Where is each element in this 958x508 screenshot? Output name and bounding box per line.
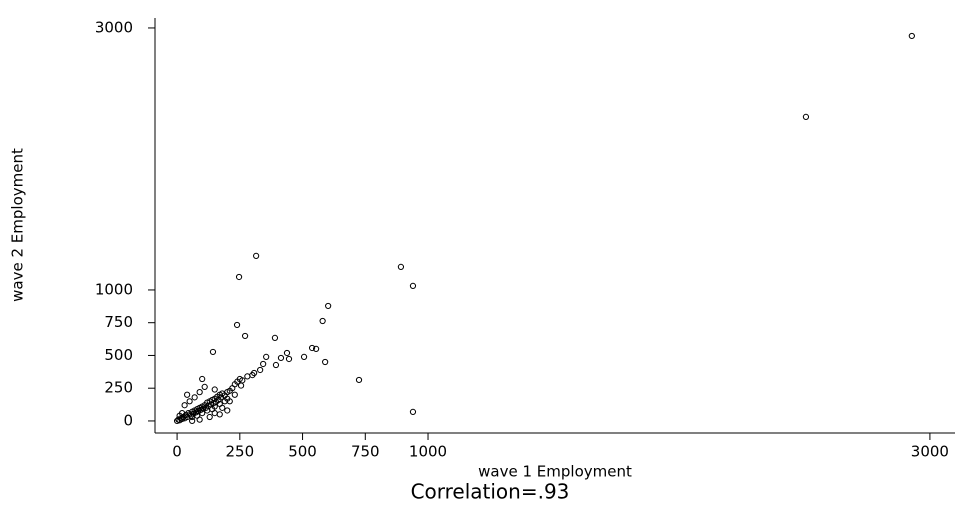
point — [409, 282, 417, 289]
point — [184, 391, 191, 398]
point — [277, 354, 285, 362]
point — [211, 409, 218, 417]
point — [201, 383, 208, 390]
point — [241, 332, 249, 340]
point — [196, 416, 203, 423]
point — [237, 382, 245, 389]
y-axis-label: wave 2 Employment — [9, 148, 27, 302]
x-tick-label: 500 — [288, 443, 317, 461]
point — [253, 252, 260, 259]
y-tick-label: 250 — [104, 379, 133, 397]
point — [355, 376, 363, 384]
point — [271, 334, 279, 341]
point — [206, 413, 213, 421]
x-tick-label: 250 — [225, 443, 254, 461]
point — [313, 345, 320, 352]
point — [319, 317, 326, 325]
point — [244, 373, 251, 380]
point — [211, 386, 218, 393]
point — [209, 348, 217, 356]
point — [191, 394, 198, 401]
x-tick-label: 1000 — [409, 443, 447, 461]
point — [260, 360, 267, 368]
annotation: Correlation=.93 — [411, 480, 570, 504]
point — [300, 353, 308, 360]
point — [283, 349, 291, 357]
x-axis-label: wave 1 Employment — [478, 463, 632, 481]
point — [216, 411, 223, 418]
point — [249, 371, 256, 379]
point — [322, 358, 329, 366]
point — [285, 355, 293, 363]
y-tick-label: 0 — [123, 411, 133, 429]
point — [325, 302, 332, 310]
y-tick-label: 1000 — [95, 280, 133, 298]
point — [211, 403, 218, 410]
point — [186, 398, 193, 405]
y-tick-label: 500 — [104, 346, 133, 364]
point — [263, 353, 270, 360]
point — [233, 321, 241, 329]
x-tick-label: 750 — [351, 443, 380, 461]
point — [257, 366, 264, 374]
point — [409, 408, 417, 416]
y-tick-label: 3000 — [95, 18, 133, 36]
x-tick-label: 0 — [172, 443, 182, 461]
y-tick-label: 750 — [104, 313, 133, 331]
point — [179, 409, 186, 417]
point — [226, 398, 233, 405]
point — [224, 407, 231, 414]
point — [196, 389, 203, 396]
x-tick-label: 3000 — [911, 443, 949, 461]
point — [397, 263, 405, 270]
point — [181, 402, 188, 409]
point — [235, 273, 243, 281]
point — [308, 344, 316, 352]
point — [199, 375, 206, 383]
point — [189, 417, 196, 425]
point — [908, 32, 915, 40]
point — [231, 391, 238, 398]
point — [272, 361, 280, 369]
point — [219, 404, 226, 411]
point — [199, 409, 206, 417]
point — [802, 113, 810, 121]
